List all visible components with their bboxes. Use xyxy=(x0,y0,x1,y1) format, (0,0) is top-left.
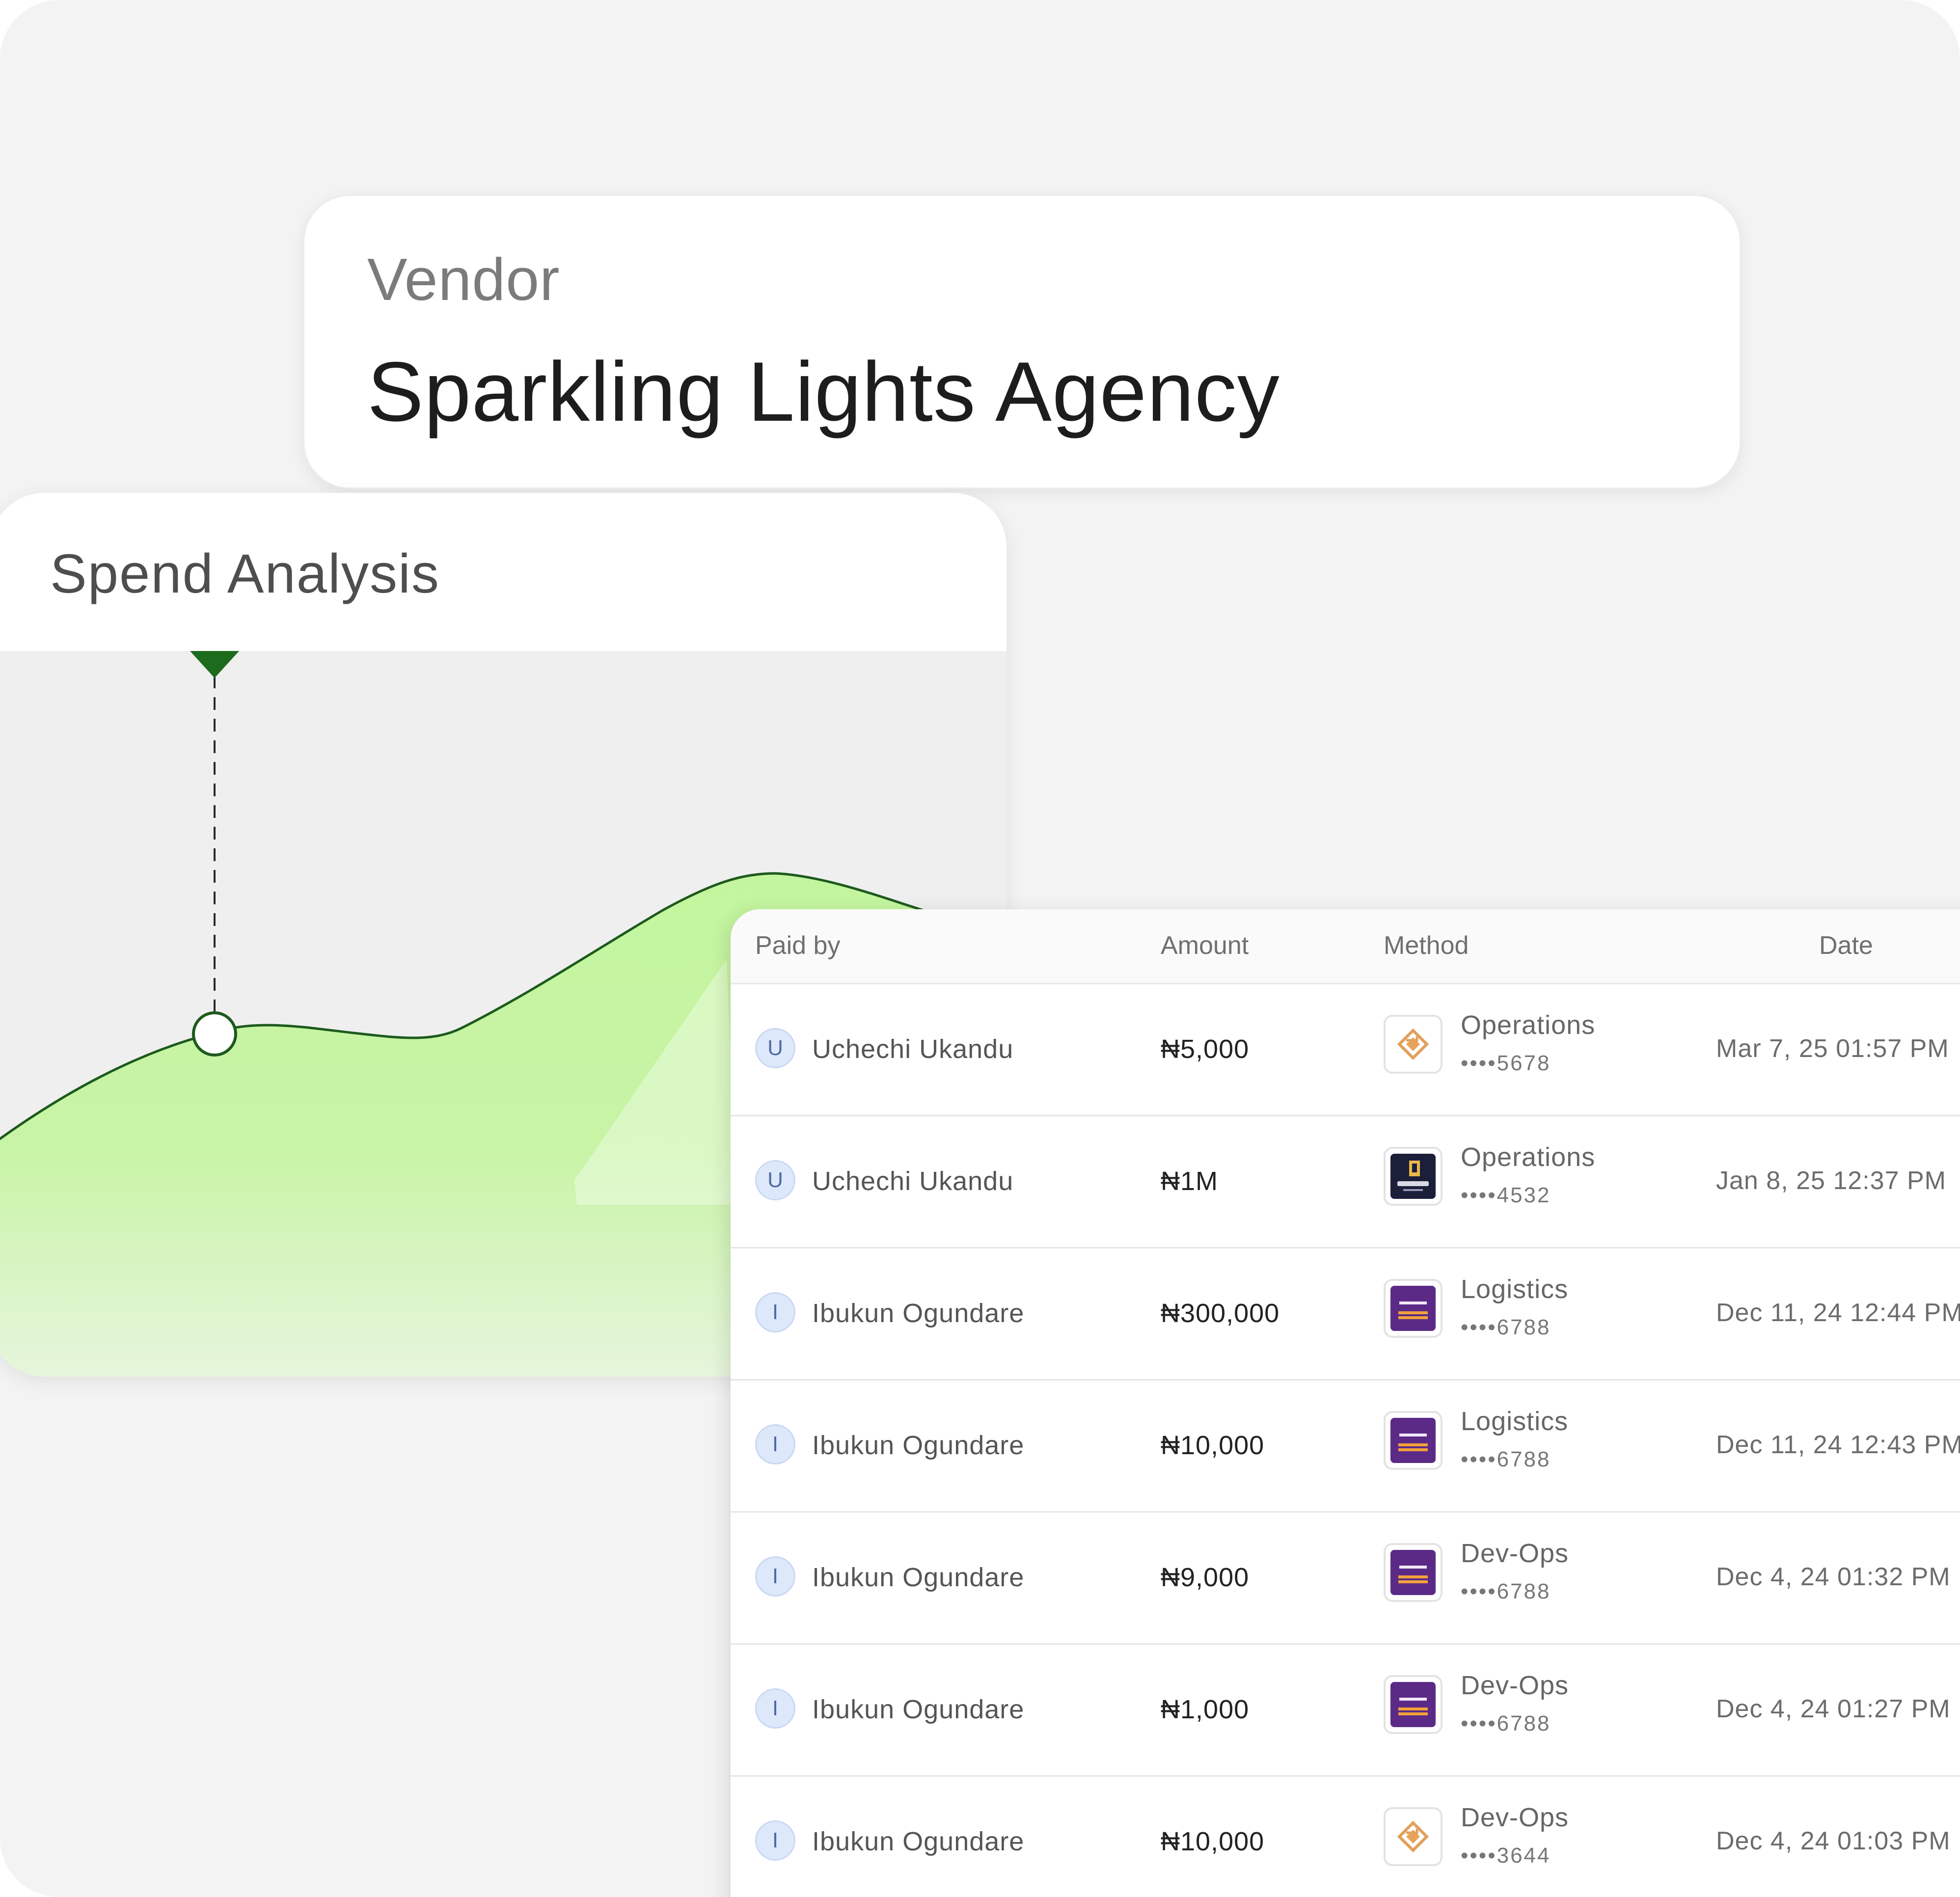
date-value: Dec 4, 24 01:32 PM xyxy=(1716,1563,1951,1591)
amount-value: ₦10,000 xyxy=(1161,1431,1265,1460)
avatar: U xyxy=(755,1160,795,1200)
paid-by-name: Ibukun Ogundare xyxy=(812,1563,1025,1592)
method-card-digits: ••••6788 xyxy=(1461,1711,1551,1735)
operations-diamond-icon xyxy=(1384,1807,1443,1866)
method-name: Dev-Ops xyxy=(1461,1803,1569,1832)
method-name: Logistics xyxy=(1461,1274,1569,1304)
method-name: Operations xyxy=(1461,1010,1596,1040)
amount-value: ₦9,000 xyxy=(1161,1563,1250,1592)
method-name: Logistics xyxy=(1461,1407,1569,1436)
table-row[interactable]: I Ibukun Ogundare ₦9,000 Dev-Ops ••••678… xyxy=(731,1513,1960,1645)
fcmb-icon xyxy=(1384,1411,1443,1470)
method-name: Dev-Ops xyxy=(1461,1539,1569,1568)
method-card-digits: ••••5678 xyxy=(1461,1051,1551,1075)
avatar: I xyxy=(755,1292,795,1332)
avatar: I xyxy=(755,1424,795,1464)
operations-diamond-icon xyxy=(1384,1015,1443,1074)
spend-area-highlight xyxy=(574,959,736,1205)
fcmb-icon xyxy=(1384,1543,1443,1602)
firstbank-icon xyxy=(1384,1147,1443,1206)
method-card-digits: ••••3644 xyxy=(1461,1843,1551,1868)
paid-by-name: Ibukun Ogundare xyxy=(812,1431,1025,1460)
paid-by-name: Ibukun Ogundare xyxy=(812,1299,1025,1328)
method-card-digits: ••••4532 xyxy=(1461,1183,1551,1207)
date-value: Dec 11, 24 12:44 PM xyxy=(1716,1299,1960,1327)
header-date[interactable]: Date xyxy=(1819,931,1873,960)
table-row[interactable]: I Ibukun Ogundare ₦1,000 Dev-Ops ••••678… xyxy=(731,1645,1960,1777)
vendor-card: Vendor Sparkling Lights Agency xyxy=(303,194,1741,489)
date-value: Dec 11, 24 12:43 PM xyxy=(1716,1431,1960,1459)
date-value: Dec 4, 24 01:03 PM xyxy=(1716,1827,1951,1855)
vendor-name: Sparkling Lights Agency xyxy=(367,345,1280,439)
fcmb-icon xyxy=(1384,1675,1443,1734)
date-value: Mar 7, 25 01:57 PM xyxy=(1716,1034,1949,1063)
method-card-digits: ••••6788 xyxy=(1461,1315,1551,1339)
paid-by-name: Uchechi Ukandu xyxy=(812,1166,1014,1196)
vendor-label: Vendor xyxy=(367,246,560,313)
table-row[interactable]: I Ibukun Ogundare ₦10,000 Dev-Ops ••••36… xyxy=(731,1777,1960,1897)
spend-analysis-title: Spend Analysis xyxy=(50,543,440,604)
avatar: I xyxy=(755,1556,795,1597)
avatar: I xyxy=(755,1820,795,1861)
header-method[interactable]: Method xyxy=(1384,931,1469,960)
date-value: Dec 4, 24 01:27 PM xyxy=(1716,1695,1951,1723)
header-amount[interactable]: Amount xyxy=(1161,931,1249,960)
table-header: Paid by Amount Method Date xyxy=(731,909,1960,984)
marker-point[interactable] xyxy=(192,1011,237,1057)
spend-header: Spend Analysis xyxy=(0,493,1007,651)
amount-value: ₦300,000 xyxy=(1161,1299,1280,1328)
transactions-table: Paid by Amount Method Date U Uchechi Uka… xyxy=(731,909,1960,1897)
method-card-digits: ••••6788 xyxy=(1461,1579,1551,1603)
amount-value: ₦1M xyxy=(1161,1166,1219,1196)
paid-by-name: Uchechi Ukandu xyxy=(812,1034,1014,1064)
paid-by-name: Ibukun Ogundare xyxy=(812,1695,1025,1724)
amount-value: ₦10,000 xyxy=(1161,1827,1265,1856)
avatar: I xyxy=(755,1688,795,1729)
spend-line xyxy=(0,872,924,1140)
fcmb-icon xyxy=(1384,1279,1443,1338)
method-name: Operations xyxy=(1461,1142,1596,1172)
method-card-digits: ••••6788 xyxy=(1461,1447,1551,1471)
method-name: Dev-Ops xyxy=(1461,1671,1569,1700)
table-row[interactable]: I Ibukun Ogundare ₦10,000 Logistics ••••… xyxy=(731,1381,1960,1513)
marker-triangle-icon xyxy=(190,651,239,678)
table-row[interactable]: U Uchechi Ukandu ₦5,000 Operations ••••5… xyxy=(731,984,1960,1116)
table-row[interactable]: U Uchechi Ukandu ₦1M Operations ••••4532… xyxy=(731,1116,1960,1248)
avatar: U xyxy=(755,1028,795,1068)
paid-by-name: Ibukun Ogundare xyxy=(812,1827,1025,1856)
table-row[interactable]: I Ibukun Ogundare ₦300,000 Logistics •••… xyxy=(731,1248,1960,1381)
amount-value: ₦5,000 xyxy=(1161,1034,1250,1064)
date-value: Jan 8, 25 12:37 PM xyxy=(1716,1166,1946,1195)
header-paid-by[interactable]: Paid by xyxy=(755,931,841,960)
amount-value: ₦1,000 xyxy=(1161,1695,1250,1724)
